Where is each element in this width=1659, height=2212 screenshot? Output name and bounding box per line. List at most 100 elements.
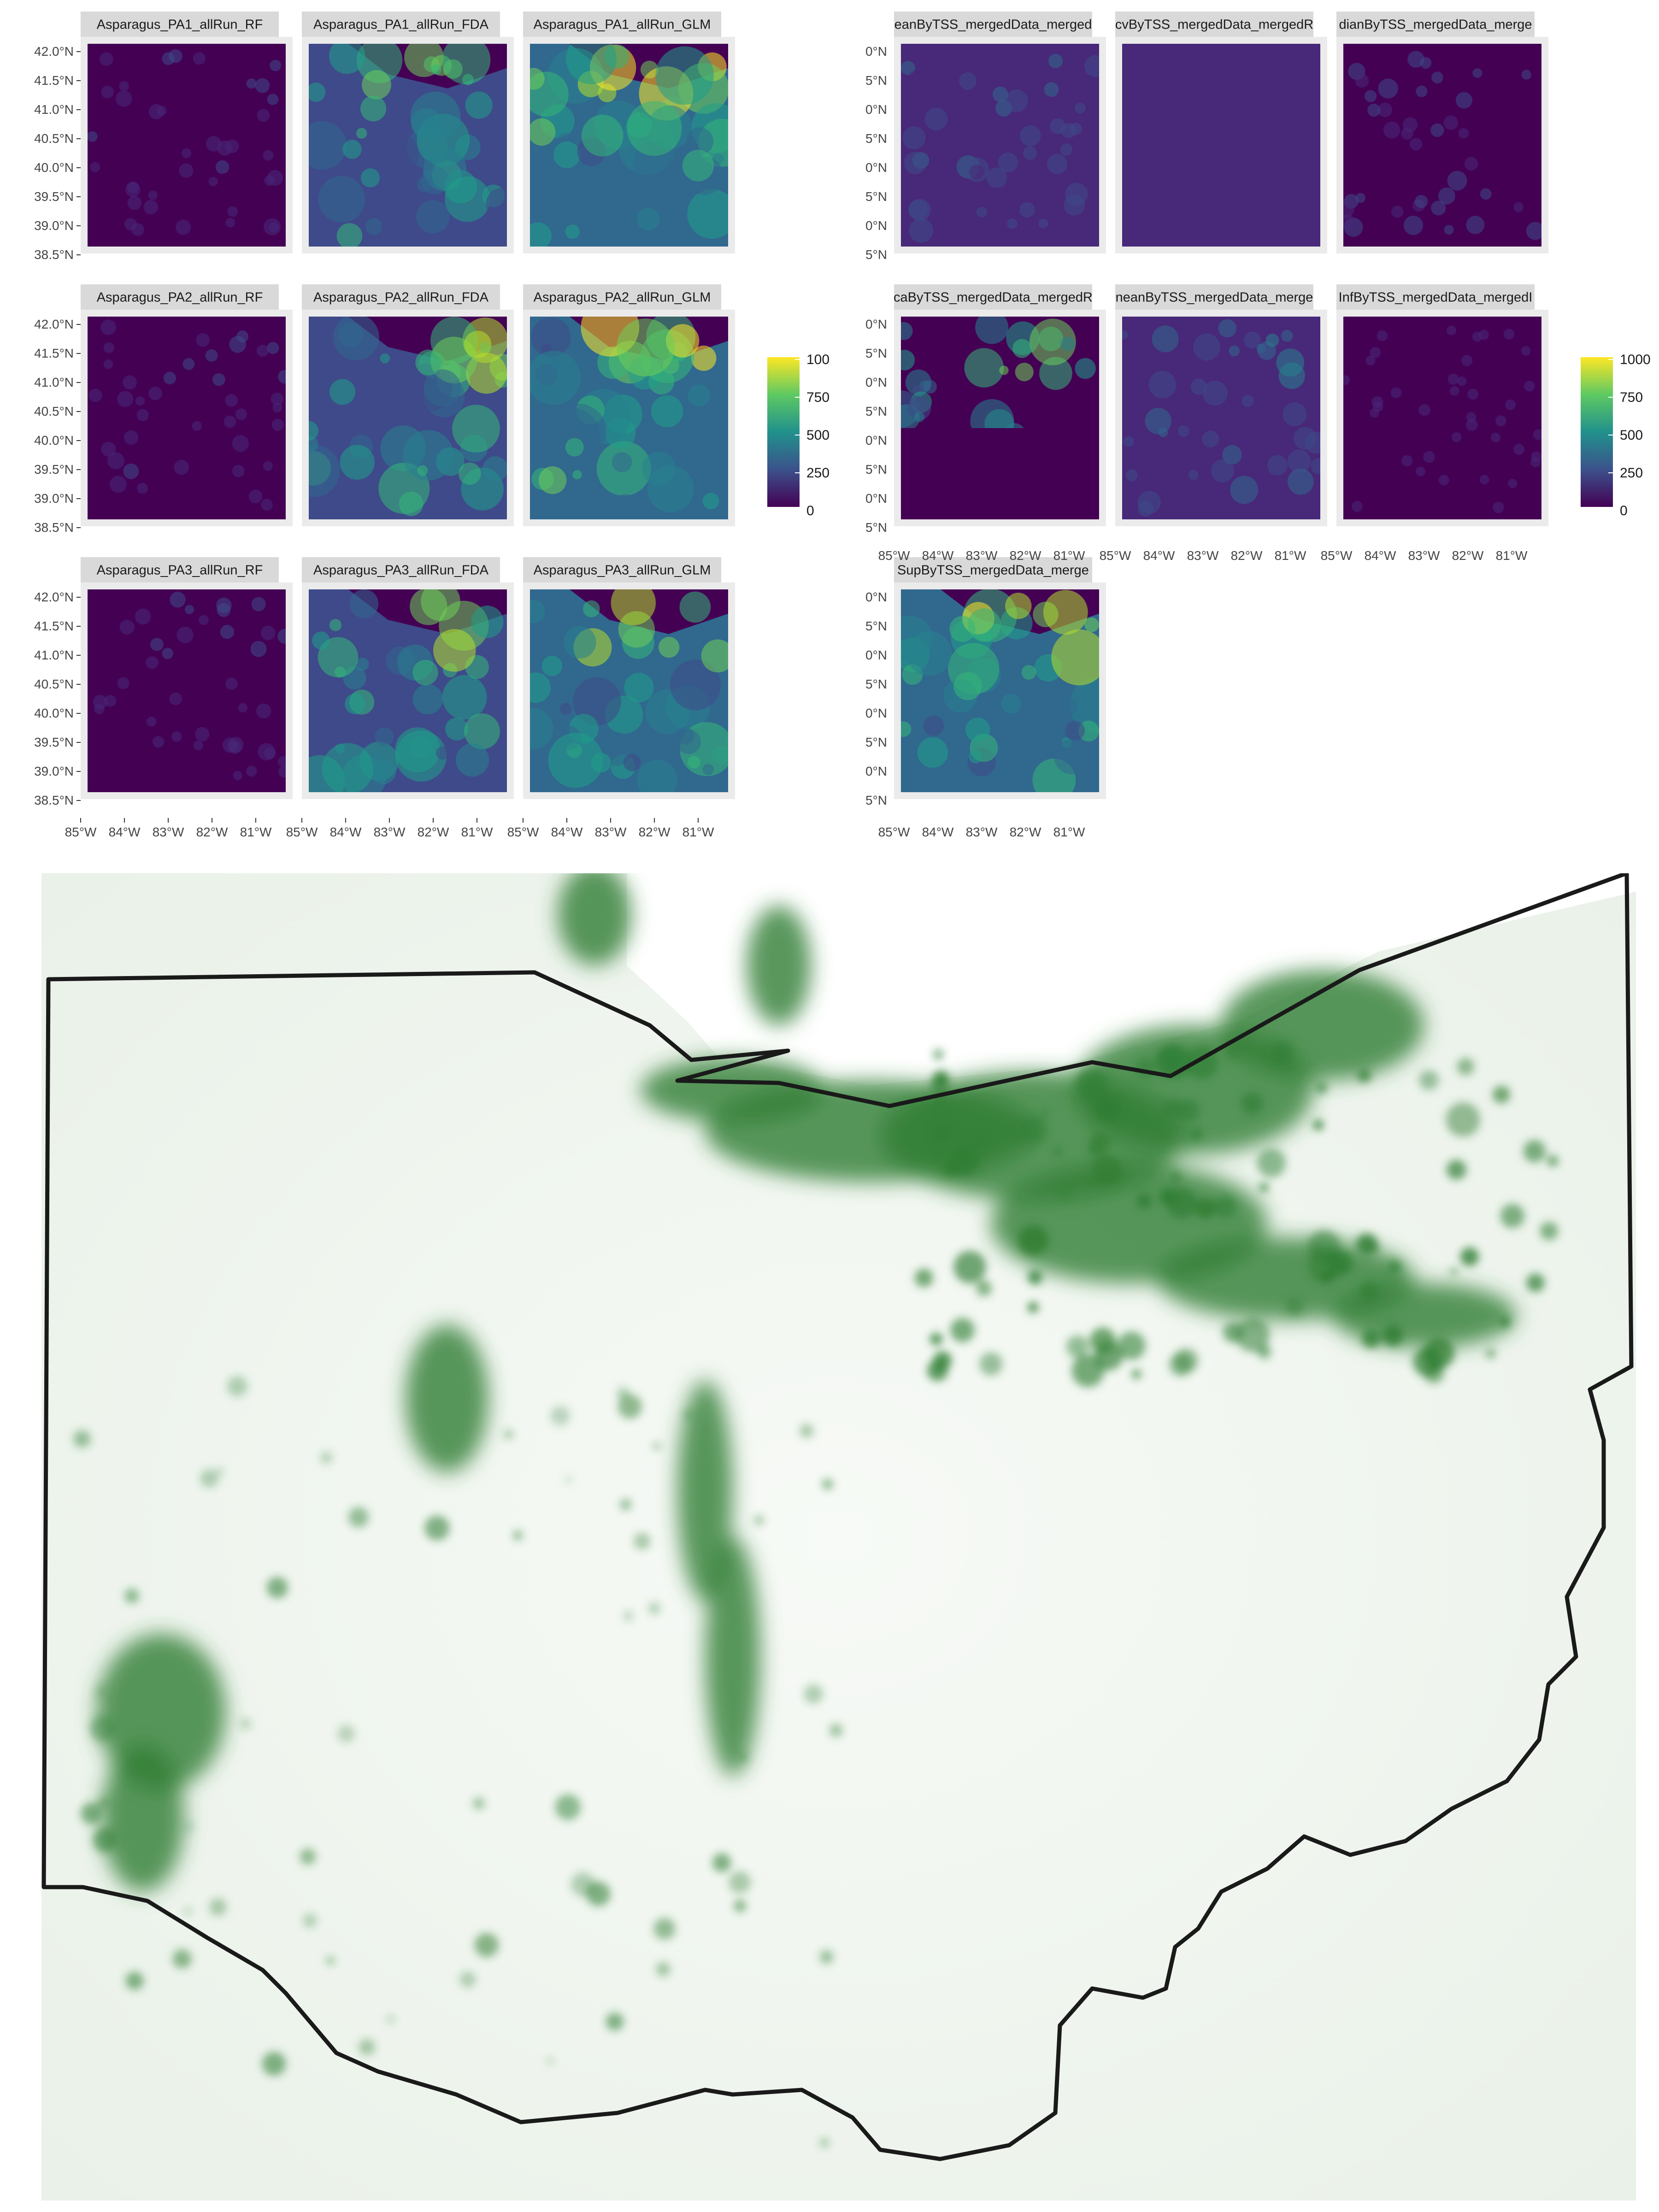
lon-tick-label: 83°W [153, 825, 184, 839]
suitability-cell [753, 1515, 765, 1526]
lon-tick-label: 81°W [682, 825, 714, 839]
suitability-cell [459, 1971, 476, 1988]
facet-label: dianByTSS_mergedData_merge [1339, 18, 1532, 32]
suitability-cell [1316, 1082, 1328, 1094]
suitability-cell [1053, 1147, 1062, 1155]
suitability-cell [1382, 1324, 1404, 1346]
fig-a-facet: Asparagus_PA1_allRun_RF [81, 12, 293, 253]
suitability-cell [633, 1532, 651, 1550]
lon-tick-label: 85°W [1321, 548, 1353, 563]
lat-tick-label: 40.0°N [34, 706, 74, 720]
facet-label: Asparagus_PA2_allRun_GLM [534, 290, 711, 305]
suitability-cell [1076, 1069, 1108, 1100]
facet-label: InfByTSS_mergedData_mergedI [1339, 290, 1533, 305]
legend-b: 1000 750 500 250 0 [1581, 352, 1651, 518]
lat-tick-label: 5°N [865, 520, 887, 535]
suitability-cell [618, 1394, 642, 1419]
lon-tick-label: 83°W [966, 548, 998, 563]
facet-label: cvByTSS_mergedData_mergedR [1115, 18, 1313, 32]
fig-a-facet: Asparagus_PA3_allRun_FDA [302, 557, 514, 799]
fig-b-facet: InfByTSS_mergedData_mergedI [1336, 284, 1548, 526]
suitability-cell [89, 1716, 115, 1741]
suitability-cell [1162, 1098, 1183, 1120]
raster-base [1343, 44, 1541, 247]
suitability-cell [1419, 1070, 1439, 1090]
suitability-cell [950, 1318, 975, 1342]
lat-tick-label: 41.0°N [34, 648, 74, 662]
suitability-cell [200, 1469, 219, 1488]
lat-tick-label: 39.5°N [34, 462, 74, 477]
suitability-cell [209, 1898, 227, 1916]
suitability-cell [473, 1797, 485, 1809]
legend-tick-label: 1000 [1620, 352, 1651, 367]
suitability-cell [565, 1477, 571, 1483]
suitability-cell [685, 1411, 693, 1418]
suitability-cell [359, 2039, 375, 2055]
suitability-cell [1547, 1155, 1559, 1167]
facet-strip [523, 284, 721, 310]
lon-tick-label: 84°W [330, 825, 362, 839]
suitability-cell [504, 1430, 514, 1440]
suitability-cell [513, 1530, 523, 1540]
facet-strip [1336, 12, 1535, 37]
facet-strip [1115, 284, 1313, 310]
suitability-cell [1019, 1116, 1047, 1144]
suitability-cell [1169, 1353, 1193, 1377]
lon-tick-label: 85°W [65, 825, 97, 839]
fig-b-facet: cvByTSS_mergedData_mergedR [1115, 12, 1327, 253]
suitability-cell [1117, 1331, 1146, 1360]
suitability-cell [303, 1913, 317, 1928]
suitability-cell [1089, 1132, 1111, 1154]
ohio-boundary [41, 873, 1634, 2161]
lat-tick-label: 5°N [865, 462, 887, 477]
lat-tick-label: 5°N [865, 189, 887, 204]
suitability-cell [648, 1602, 661, 1615]
suitability-cell [474, 1933, 499, 1957]
facet-strip [894, 557, 1092, 582]
suitability-cell [820, 2138, 829, 2147]
lon-tick-label: 85°W [878, 548, 910, 563]
facet-strip [523, 12, 721, 37]
suitability-cell [1028, 1302, 1039, 1313]
suitability-cell [186, 1823, 193, 1830]
facet-label: eanByTSS_mergedData_merged [894, 18, 1092, 32]
lon-tick-label: 84°W [1365, 548, 1396, 563]
facet-label: Asparagus_PA3_allRun_FDA [313, 563, 489, 578]
facet-label: Asparagus_PA1_allRun_GLM [534, 18, 711, 32]
suitability-cell [734, 1900, 747, 1912]
suitability-cell [729, 1871, 751, 1894]
suitability-cell [1066, 1335, 1089, 1358]
suitability-cell [1154, 1045, 1185, 1076]
suitability-cell [216, 1467, 224, 1475]
facet-label: Asparagus_PA3_allRun_GLM [534, 563, 711, 578]
suitability-cell [424, 1515, 450, 1541]
lon-tick-label: 82°W [1010, 548, 1041, 563]
lon-tick-label: 84°W [551, 825, 583, 839]
lat-tick-label: 5°N [865, 346, 887, 360]
fig-b-facet: dianByTSS_mergedData_merge [1336, 12, 1548, 253]
suitability-cell [1166, 1188, 1197, 1219]
suitability-cell [1257, 1148, 1286, 1178]
lat-tick-label: 40.5°N [34, 677, 74, 691]
facet-strip [81, 284, 279, 310]
suitability-cell [1526, 1273, 1545, 1292]
suitability-cell [1307, 1249, 1342, 1284]
suitability-cell [1241, 1092, 1264, 1115]
fig-a-facet: Asparagus_PA1_allRun_GLM [523, 12, 735, 253]
lon-tick-label: 81°W [1275, 548, 1306, 563]
lat-tick-label: 0°N [865, 44, 887, 59]
lat-tick-label: 39.0°N [34, 764, 74, 778]
suitability-cell [348, 1507, 369, 1528]
lon-tick-label: 81°W [461, 825, 493, 839]
lat-tick-label: 41.5°N [34, 619, 74, 633]
suitability-cell [125, 1971, 144, 1990]
suitability-cell [933, 1124, 951, 1142]
fig-a-facet: Asparagus_PA1_allRun_FDA [302, 12, 514, 253]
suitability-cell [804, 1684, 823, 1704]
suitability-cell [975, 1136, 984, 1146]
raster-base [88, 44, 286, 247]
lat-tick-label: 0°N [865, 317, 887, 331]
suitability-patch [641, 1058, 825, 1122]
lon-tick-label: 83°W [1187, 548, 1219, 563]
lat-tick-label: 5°N [865, 247, 887, 262]
